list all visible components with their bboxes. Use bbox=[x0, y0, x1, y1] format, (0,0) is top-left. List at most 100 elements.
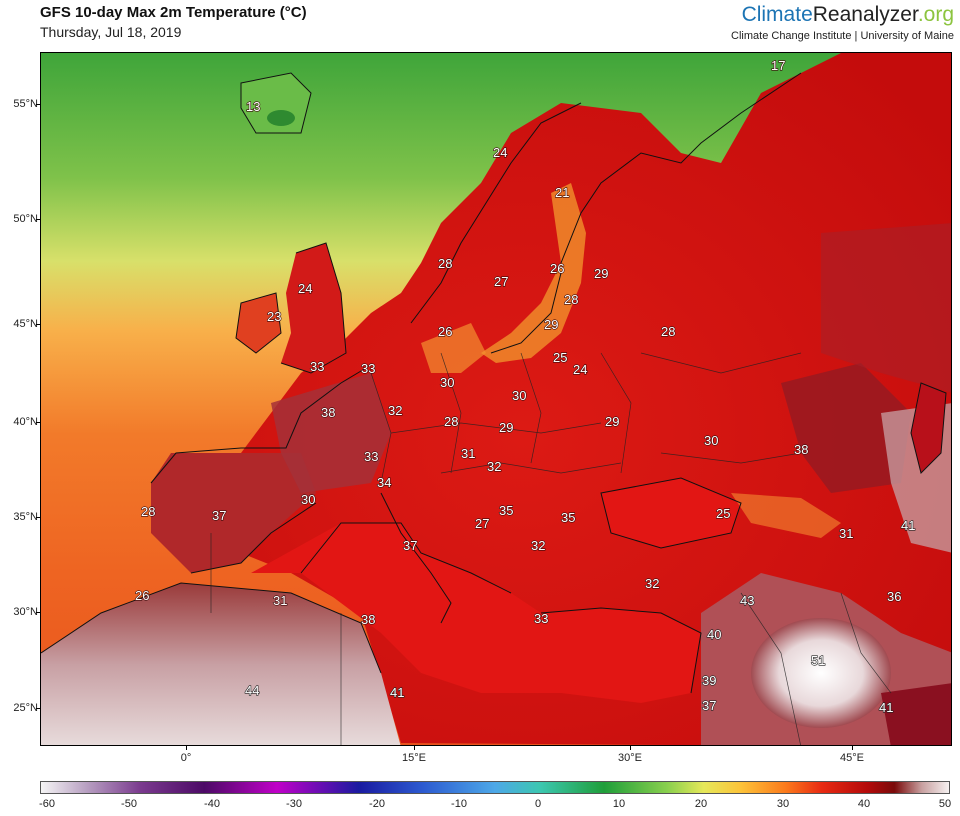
coastlines bbox=[41, 72, 947, 694]
lat-tick bbox=[36, 422, 40, 423]
urals-region bbox=[821, 223, 951, 393]
temp-label-21: 21 bbox=[555, 185, 569, 200]
temp-label-38-caspian: 38 bbox=[794, 442, 808, 457]
lat-tick bbox=[36, 708, 40, 709]
temp-label-37-spain: 37 bbox=[212, 508, 226, 523]
lat-tick bbox=[36, 219, 40, 220]
caspian-region bbox=[781, 363, 911, 493]
temp-label-29-slovakia: 29 bbox=[499, 420, 513, 435]
colorbar-label: 10 bbox=[612, 798, 626, 810]
temp-label-24-norway: 24 bbox=[493, 145, 507, 160]
lon-label-0: 0° bbox=[180, 752, 192, 764]
lon-tick bbox=[852, 746, 853, 750]
lon-label-30e: 30°E bbox=[618, 752, 642, 764]
temp-label-40-levant: 40 bbox=[707, 627, 721, 642]
temp-label-30-france-south: 30 bbox=[301, 492, 315, 507]
lat-tick bbox=[36, 324, 40, 325]
temp-label-23-ireland: 23 bbox=[267, 309, 281, 324]
temp-label-17: 17 bbox=[771, 58, 785, 73]
mediterranean-sea bbox=[251, 523, 701, 703]
iberia-region bbox=[151, 453, 316, 573]
lat-label-25n: 25°N bbox=[13, 702, 38, 714]
temp-label-44-sahara: 44 bbox=[245, 683, 259, 698]
ireland bbox=[236, 293, 281, 353]
colorbar-label: -60 bbox=[39, 798, 55, 810]
brand-name-part1: Climate bbox=[741, 3, 813, 26]
temp-label-26-finland: 26 bbox=[550, 261, 564, 276]
lon-label-45e: 45°E bbox=[840, 752, 864, 764]
temp-label-29-baltic: 29 bbox=[544, 317, 558, 332]
sahara-region bbox=[41, 583, 401, 745]
temp-label-29-ukraine: 29 bbox=[605, 414, 619, 429]
colorbar-label: 30 bbox=[776, 798, 790, 810]
lat-label-35n: 35°N bbox=[13, 511, 38, 523]
colorbar-label: -50 bbox=[121, 798, 137, 810]
temp-label-35-romania: 35 bbox=[561, 510, 575, 525]
map-canvas: 17 13 24 21 28 27 26 29 24 23 26 28 29 2… bbox=[41, 53, 951, 745]
lat-tick bbox=[36, 517, 40, 518]
brand-logo[interactable]: ClimateReanalyzer.org bbox=[731, 2, 954, 28]
temp-label-30-germany: 30 bbox=[440, 375, 454, 390]
temp-label-51-iraq: 51 bbox=[811, 653, 825, 668]
temperature-labels: 17 13 24 21 28 27 26 29 24 23 26 28 29 2… bbox=[134, 57, 916, 715]
temp-label-30-russia-south: 30 bbox=[704, 433, 718, 448]
map-date: Thursday, Jul 18, 2019 bbox=[40, 24, 182, 40]
temp-label-26-denmark: 26 bbox=[438, 324, 452, 339]
colorbar-label: 40 bbox=[857, 798, 871, 810]
temp-label-31-algeria: 31 bbox=[273, 593, 287, 608]
temp-label-28-czech: 28 bbox=[444, 414, 458, 429]
map-title: GFS 10-day Max 2m Temperature (°C) bbox=[40, 4, 307, 21]
temp-label-27-sweden: 27 bbox=[494, 274, 508, 289]
colorbar-label: 50 bbox=[938, 798, 952, 810]
great-britain bbox=[281, 243, 346, 373]
temp-label-28-norway: 28 bbox=[438, 256, 452, 271]
iceland-highlands bbox=[267, 110, 295, 126]
temp-label-24-belarus: 24 bbox=[573, 362, 587, 377]
temp-label-31-caucasus: 31 bbox=[839, 526, 853, 541]
temp-label-32-turkey: 32 bbox=[645, 576, 659, 591]
temp-label-37-italy: 37 bbox=[403, 538, 417, 553]
temp-label-36-iran: 36 bbox=[887, 589, 901, 604]
colorbar-label: -10 bbox=[451, 798, 467, 810]
lat-label-50n: 50°N bbox=[13, 213, 38, 225]
temp-label-41-kazakhstan: 41 bbox=[901, 518, 915, 533]
baltic-sea bbox=[481, 183, 586, 363]
temperature-map[interactable]: 17 13 24 21 28 27 26 29 24 23 26 28 29 2… bbox=[40, 52, 952, 746]
temperature-colorbar bbox=[40, 781, 950, 794]
iraq-hotspot bbox=[751, 618, 891, 728]
lat-tick bbox=[36, 104, 40, 105]
brand-name-part3: .org bbox=[917, 3, 954, 26]
temp-label-32-greece: 32 bbox=[531, 538, 545, 553]
temp-label-28-baltic: 28 bbox=[564, 292, 578, 307]
lat-tick bbox=[36, 612, 40, 613]
temp-label-13: 13 bbox=[246, 99, 260, 114]
temp-label-39-jordan: 39 bbox=[702, 673, 716, 688]
temp-label-29-russia-north: 29 bbox=[594, 266, 608, 281]
lon-tick bbox=[414, 746, 415, 750]
colorbar-label: 0 bbox=[534, 798, 542, 810]
gulf-region bbox=[881, 683, 951, 745]
brand-subtitle: Climate Change Institute | University of… bbox=[731, 30, 954, 42]
colorbar-label: -20 bbox=[369, 798, 385, 810]
temp-label-28-russia: 28 bbox=[661, 324, 675, 339]
caucasus-ridge bbox=[731, 493, 841, 538]
temp-label-30-poland: 30 bbox=[512, 388, 526, 403]
temp-label-38-france: 38 bbox=[321, 405, 335, 420]
temp-label-34-italy-north: 34 bbox=[377, 475, 391, 490]
temp-label-43-syria: 43 bbox=[740, 593, 754, 608]
temp-label-32-hungary: 32 bbox=[487, 459, 501, 474]
colorbar-label: 20 bbox=[694, 798, 708, 810]
brand-block: ClimateReanalyzer.org Climate Change Ins… bbox=[731, 2, 954, 42]
lon-label-15e: 15°E bbox=[402, 752, 426, 764]
colorbar-label: -30 bbox=[286, 798, 302, 810]
north-sea bbox=[421, 323, 486, 373]
black-sea bbox=[601, 478, 741, 548]
temp-label-32-germany: 32 bbox=[388, 403, 402, 418]
temp-label-27-adriatic: 27 bbox=[475, 516, 489, 531]
lat-label-40n: 40°N bbox=[13, 416, 38, 428]
temp-label-33-england: 33 bbox=[310, 359, 324, 374]
france-region bbox=[271, 373, 391, 493]
temp-label-33-aegean: 33 bbox=[534, 611, 548, 626]
temp-label-26-morocco: 26 bbox=[135, 588, 149, 603]
temp-label-33-switzerland: 33 bbox=[364, 449, 378, 464]
